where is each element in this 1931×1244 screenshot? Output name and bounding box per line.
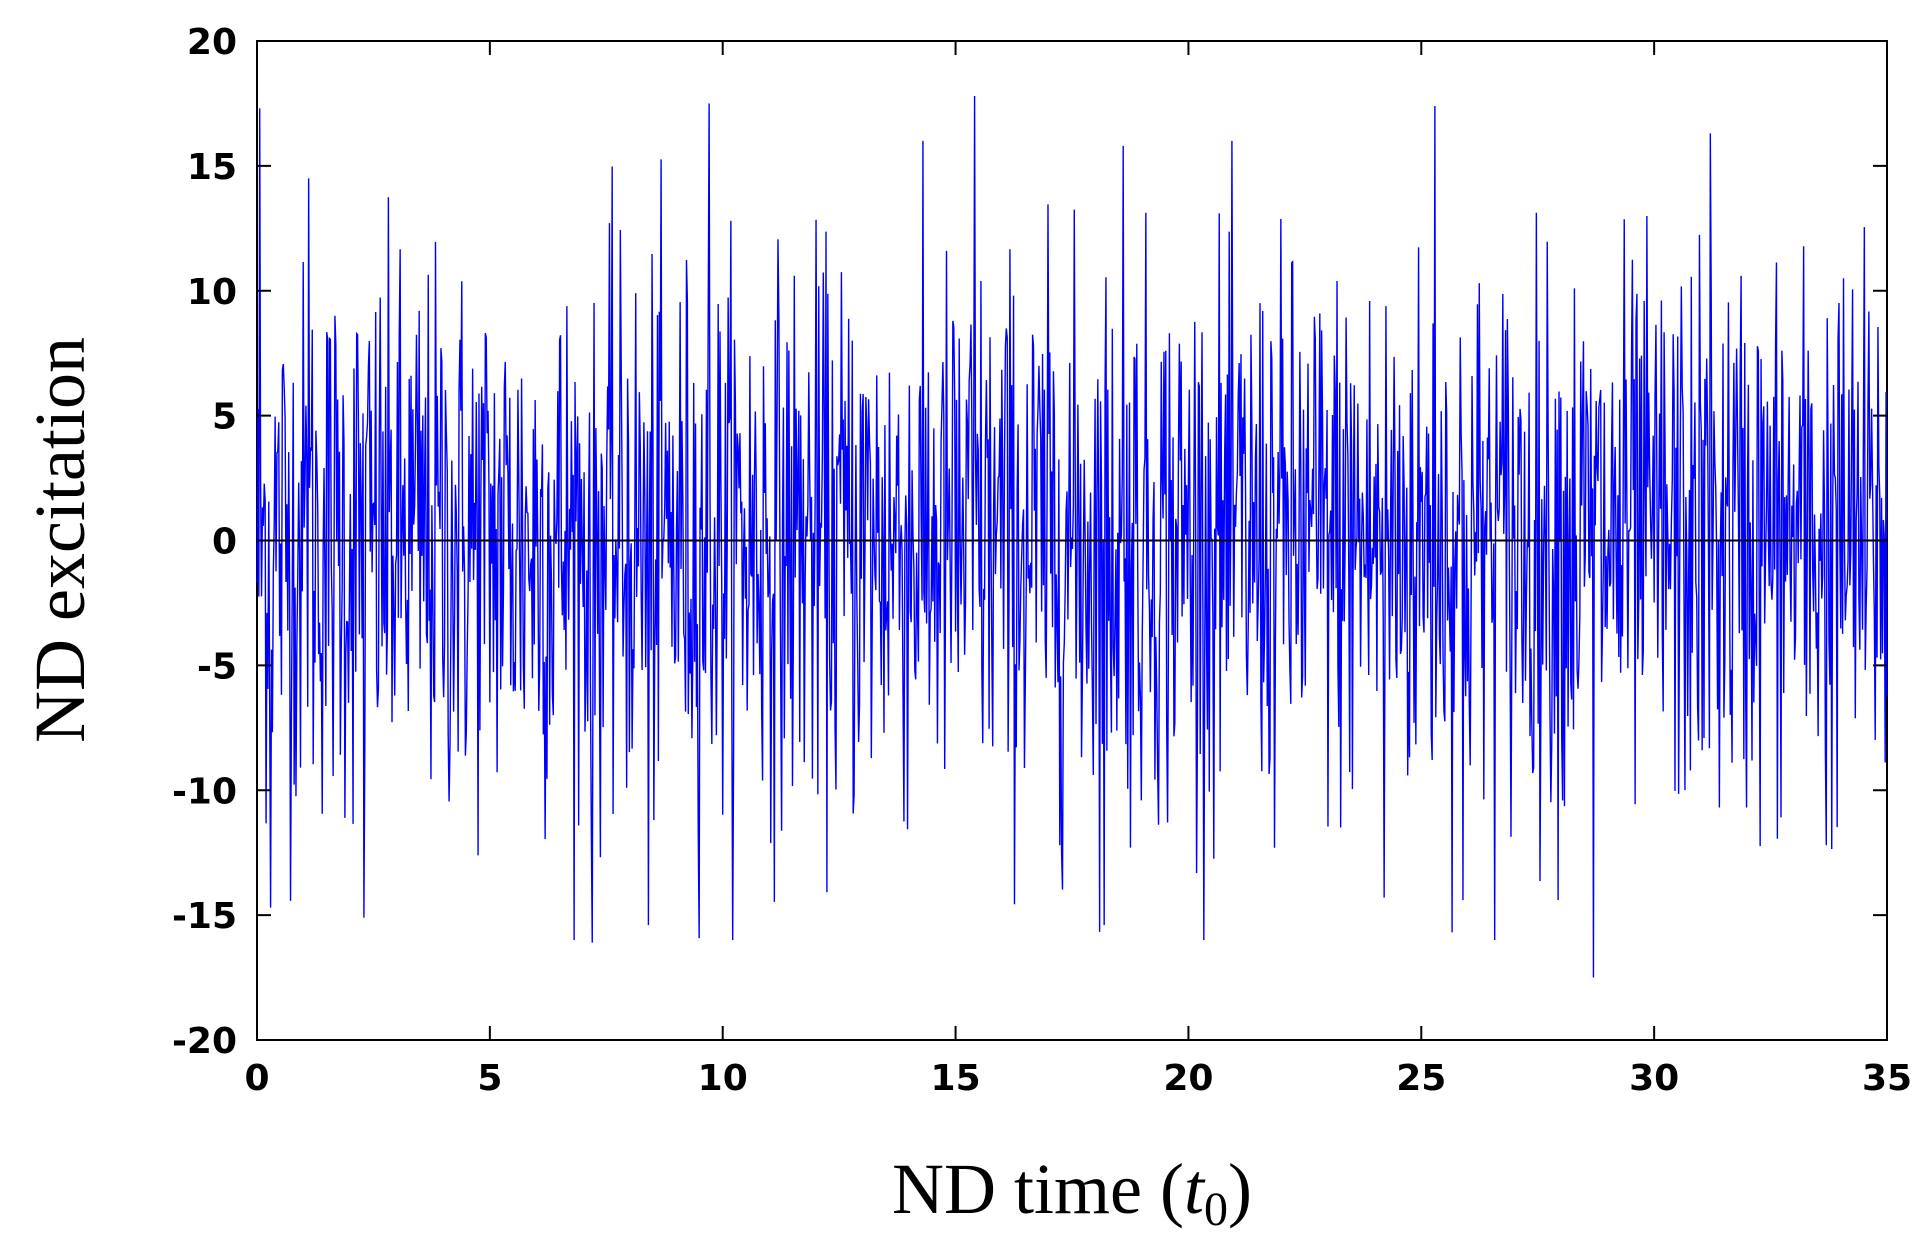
y-tick-label: 20 [187,22,237,63]
y-tick-label: -15 [172,896,237,937]
y-tick-label: -10 [172,771,237,812]
y-tick-label: 0 [212,522,237,563]
y-axis-label: ND excitation [20,337,100,743]
y-tick-label: -5 [197,646,237,687]
x-tick-label: 20 [1163,1058,1213,1099]
x-tick-label: 25 [1396,1058,1446,1099]
x-tick-label: 0 [244,1058,269,1099]
series-line [256,95,1888,978]
x-tick-label: 5 [477,1058,502,1099]
x-tick-label: 15 [931,1058,981,1099]
x-axis-ticks: 0 5 10 15 20 25 30 35 [244,41,1912,1099]
x-axis-label: ND time (t0) [892,1149,1252,1236]
y-tick-label: 15 [187,147,237,188]
y-axis-ticks: -20 -15 -10 -5 0 5 10 15 20 [172,22,1887,1062]
x-tick-label: 10 [698,1058,748,1099]
x-tick-label: 35 [1862,1058,1912,1099]
y-tick-label: -20 [172,1021,237,1062]
x-tick-label: 30 [1629,1058,1679,1099]
y-tick-label: 10 [187,272,237,313]
y-tick-label: 5 [212,397,237,438]
